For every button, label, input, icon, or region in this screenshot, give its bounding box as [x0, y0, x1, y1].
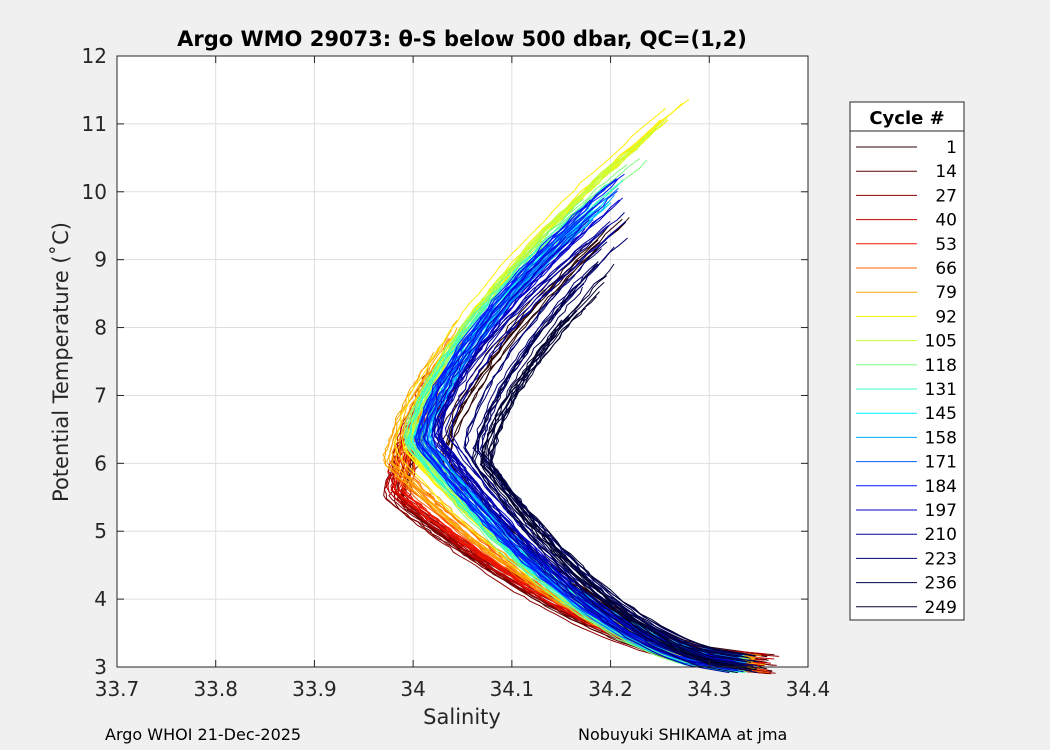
legend-label: 223: [925, 549, 957, 569]
series-249: [480, 275, 757, 672]
profile-line: [407, 224, 735, 669]
x-tick-label: 34.4: [786, 677, 831, 701]
profile-line: [487, 291, 755, 671]
y-tick-label: 8: [94, 316, 107, 340]
profile-line: [391, 351, 757, 673]
x-tick-label: 33.9: [292, 677, 337, 701]
profiles: [382, 98, 780, 675]
x-tick-label: 34: [400, 677, 425, 701]
x-tick-label: 33.7: [95, 677, 140, 701]
legend-label: 92: [935, 307, 957, 327]
x-tick-labels: 33.7 33.8 33.9 34 34.1 34.2 34.3 34.4: [95, 677, 831, 701]
x-tick-label: 34.2: [588, 677, 633, 701]
legend-label: 40: [935, 211, 957, 231]
legend-label: 53: [935, 235, 957, 255]
legend-label: 27: [935, 186, 957, 206]
series-210: [433, 212, 749, 674]
profile-line: [383, 404, 761, 674]
legend-label: 158: [925, 428, 957, 448]
y-tick-label: 3: [94, 655, 107, 679]
profile-line: [414, 199, 732, 665]
legend-label: 145: [925, 404, 957, 424]
profile-line: [439, 225, 737, 667]
plot-frame: [116, 55, 809, 668]
legend-box: [849, 101, 965, 621]
tick-marks: [116, 55, 809, 668]
x-tick-label: 34.3: [687, 677, 732, 701]
series-184: [414, 173, 748, 668]
profile-line: [474, 290, 743, 669]
y-tick-label: 12: [82, 44, 107, 68]
profile-line: [426, 197, 741, 668]
profile-line: [394, 107, 741, 666]
y-tick-label: 4: [94, 587, 107, 611]
y-tick-label: 10: [82, 180, 107, 204]
legend-label: 249: [925, 598, 957, 618]
footer-right: Nobuyuki SHIKAMA at jma: [578, 725, 788, 744]
x-tick-label: 33.8: [193, 677, 238, 701]
profile-line: [479, 286, 747, 656]
profile-line: [422, 235, 730, 668]
x-axis-label: Salinity: [423, 705, 501, 729]
profile-line: [464, 241, 744, 669]
y-tick-labels: 3 4 5 6 7 8 9 10 11 12: [82, 44, 107, 679]
legend-items: 1 14 27 40 53 66 79 92 105 118 131 145 158 171 184 197 2…: [856, 138, 957, 618]
legend-label: 79: [935, 283, 957, 303]
profile-line: [482, 275, 748, 658]
y-tick-label: 5: [94, 519, 107, 543]
chart-title: Argo WMO 29073: θ-S below 500 dbar, QC=(…: [177, 27, 747, 51]
legend-label: 105: [925, 332, 957, 352]
y-tick-label: 7: [94, 383, 107, 407]
legend-label: 131: [925, 380, 957, 400]
legend-label: 14: [935, 162, 957, 182]
y-tick-label: 11: [82, 112, 107, 136]
legend-title: Cycle #: [869, 108, 944, 129]
legend-label: 1: [946, 138, 957, 158]
y-axis-label: Potential Temperature (˚C): [49, 222, 73, 502]
y-tick-label: 6: [94, 451, 107, 475]
profile-line: [433, 221, 730, 669]
x-tick-label: 34.1: [490, 677, 535, 701]
profile-line: [482, 310, 752, 672]
y-tick-label: 9: [94, 248, 107, 272]
legend-label: 236: [925, 574, 957, 594]
legend-label: 171: [925, 453, 957, 473]
legend-label: 118: [925, 356, 957, 376]
footer-left: Argo WHOI 21-Dec-2025: [105, 725, 302, 744]
legend-label: 184: [925, 477, 957, 497]
legend: Cycle # 1 14 27 40 53 66 79 92 105 118 131 145 158 17…: [849, 101, 965, 621]
profile-line: [489, 296, 756, 657]
legend-label: 197: [925, 501, 957, 521]
legend-label: 66: [935, 259, 957, 279]
legend-label: 210: [925, 525, 957, 545]
profile-line: [439, 258, 739, 664]
